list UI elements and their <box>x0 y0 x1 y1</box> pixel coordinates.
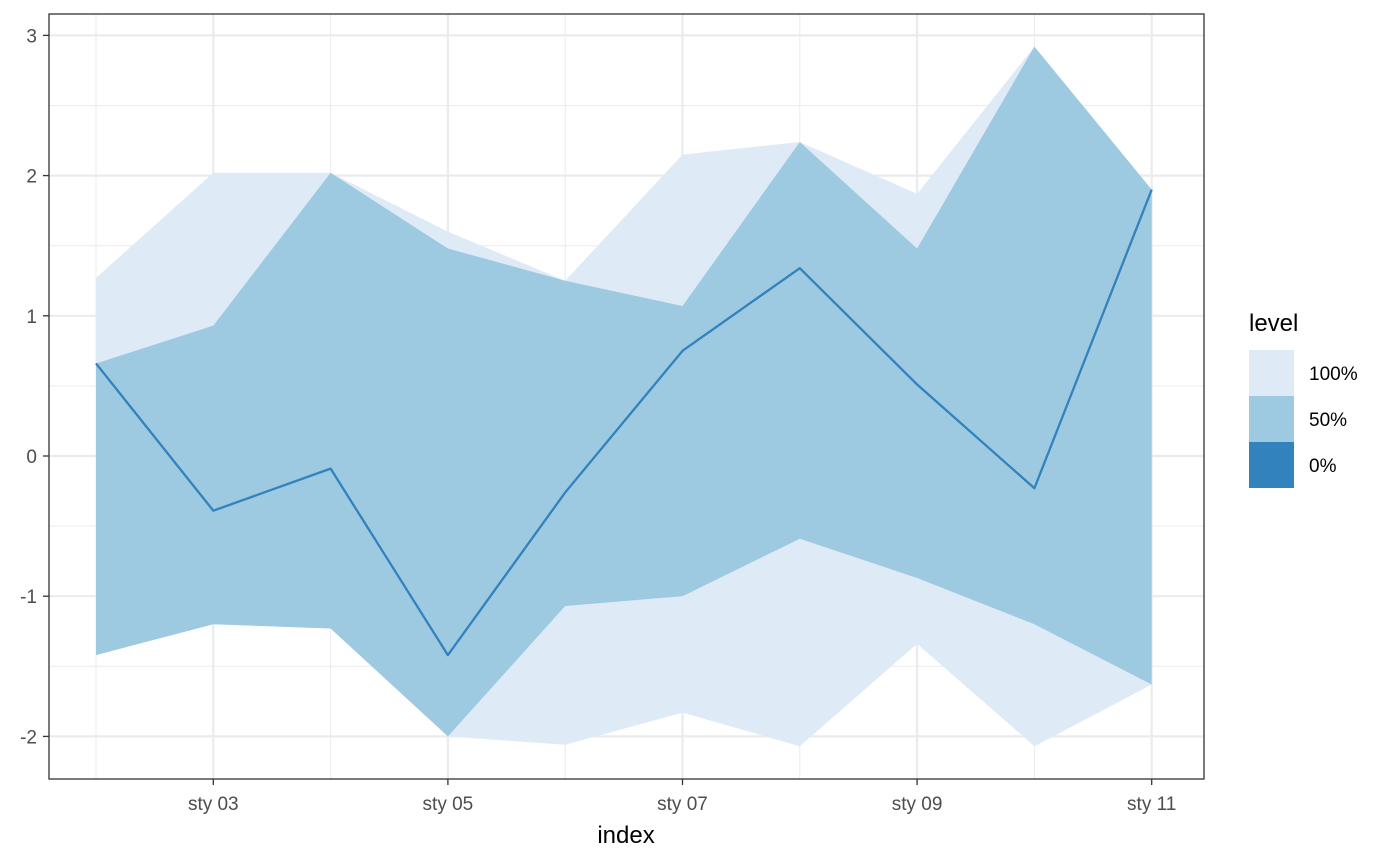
x-tick-label: sty 07 <box>657 794 708 815</box>
median-line <box>95 189 1153 657</box>
legend-label: 50% <box>1309 410 1347 431</box>
y-tick-label: 3 <box>26 26 37 47</box>
legend-title: level <box>1249 310 1298 337</box>
y-tick-label: 1 <box>26 307 37 328</box>
band-50pct <box>96 46 1152 737</box>
x-axis: sty 03 sty 05 sty 07 sty 09 sty 11 <box>188 779 1176 815</box>
legend-label: 100% <box>1309 364 1358 385</box>
legend-key-50pct <box>1249 396 1294 442</box>
median-line-layer <box>95 189 1153 657</box>
legend-key-100pct <box>1249 350 1294 396</box>
plot-panel-border <box>48 13 1205 780</box>
x-tick-label: sty 03 <box>188 794 239 815</box>
x-tick-label: sty 11 <box>1127 794 1176 815</box>
x-axis-title: index <box>597 822 654 849</box>
legend-key-0pct <box>1249 442 1294 488</box>
x-tick-label: sty 09 <box>892 794 943 815</box>
y-tick-label: 0 <box>26 447 37 468</box>
legend-label: 0% <box>1309 456 1337 477</box>
y-axis: -2 -1 0 1 2 3 <box>20 26 49 748</box>
fan-bands <box>96 46 1152 747</box>
y-tick-label: 2 <box>26 167 37 188</box>
x-tick-label: sty 05 <box>423 794 474 815</box>
legend: level 100% 50% 0% <box>1249 310 1358 488</box>
y-tick-label: -2 <box>20 727 37 748</box>
y-tick-label: -1 <box>20 587 37 608</box>
